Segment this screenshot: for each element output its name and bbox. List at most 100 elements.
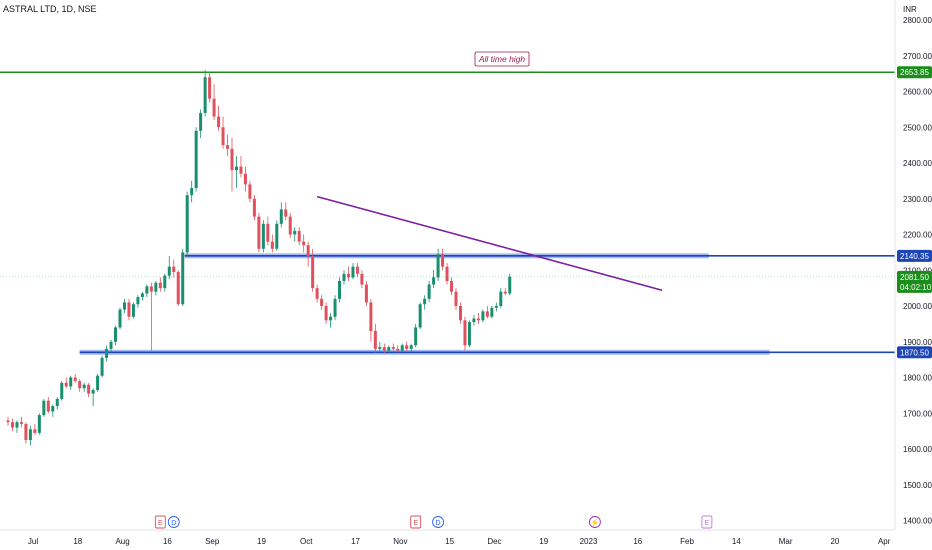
candle-body <box>131 304 135 317</box>
candle-body <box>494 306 498 308</box>
candle-body <box>311 255 315 289</box>
candle-body <box>387 347 391 351</box>
candle-body <box>105 348 109 358</box>
candle-body <box>396 348 400 351</box>
candle-body <box>46 400 50 412</box>
candle-body <box>145 286 149 294</box>
candle-body <box>490 307 494 317</box>
candle-body <box>338 280 342 299</box>
candle-body <box>96 375 100 391</box>
candle-body <box>217 116 221 128</box>
candle-body <box>257 216 261 249</box>
candle-body <box>140 293 144 298</box>
candle-body <box>149 286 153 292</box>
candle-body <box>360 273 364 285</box>
price-tick-label: 2400.00 <box>903 159 932 168</box>
candle-body <box>69 377 73 387</box>
candle-body <box>199 112 203 131</box>
candle-body <box>230 148 234 171</box>
candle-body <box>73 377 77 382</box>
candle-body <box>508 276 512 294</box>
candle-body <box>414 327 418 346</box>
candle-body <box>82 384 86 389</box>
candle-body <box>284 209 288 217</box>
candle-body <box>42 400 46 416</box>
candle-body <box>64 382 68 387</box>
candle-body <box>302 241 306 246</box>
time-axis[interactable]: Jul 18 Aug 16 Sep 19 Oct 17 Nov 15 Dec 19 2023 16 Feb 1… <box>0 529 895 546</box>
candle-body <box>463 320 467 346</box>
level-tag-resistance <box>897 249 932 262</box>
candle-body <box>10 422 14 428</box>
candle-body <box>423 298 427 305</box>
candle-body <box>315 288 319 299</box>
candle-body <box>221 127 225 146</box>
event-marker-label: ⚡ <box>591 518 600 527</box>
candle-body <box>275 223 279 249</box>
candle-body <box>28 429 32 441</box>
price-axis[interactable]: INR 2800.00 2700.00 2600.00 2500.00 2400.00 23… <box>894 0 932 530</box>
candle-body <box>248 184 252 199</box>
price-tick-label: 1900.00 <box>903 338 932 347</box>
candle-body <box>391 347 395 349</box>
candle-body <box>208 77 212 99</box>
candle-body <box>163 275 167 289</box>
time-tick-label: 20 <box>830 537 839 546</box>
candle-body <box>91 390 95 394</box>
candle-body <box>37 415 41 433</box>
candle-body <box>190 188 194 196</box>
price-tick-label: 2700.00 <box>903 52 932 61</box>
candle-body <box>364 284 368 303</box>
candle-body <box>109 341 113 349</box>
time-tick-label: Apr <box>878 537 891 546</box>
candle-body <box>78 381 82 389</box>
candle-body <box>19 422 23 424</box>
candle-body <box>378 347 382 349</box>
price-tick-label: 2500.00 <box>903 123 932 132</box>
level-tag-all-time-high <box>897 66 932 79</box>
level-tag-label: 2140.35 <box>900 252 929 261</box>
candle-body <box>279 209 283 224</box>
level-tag-label: 1870.50 <box>900 348 929 357</box>
candle-body <box>373 331 377 349</box>
price-tick-label: 2200.00 <box>903 231 932 240</box>
candle-body <box>136 297 140 305</box>
drawings: All time high <box>316 51 663 292</box>
candle-body <box>158 282 162 289</box>
candle-body <box>172 266 176 273</box>
time-tick-label: 16 <box>633 537 642 546</box>
event-marker-label: D <box>171 520 176 527</box>
countdown-label: 04:02:10 <box>900 283 932 292</box>
candle-body <box>333 298 337 317</box>
last-price-tag <box>897 270 932 293</box>
candle-body <box>445 266 449 281</box>
candle-body <box>297 230 301 242</box>
last-price-label: 2081.50 <box>900 273 929 282</box>
price-tick-label: 2000.00 <box>903 302 932 311</box>
time-tick-label: Oct <box>300 537 313 546</box>
candle-body <box>427 284 431 299</box>
time-tick-label: Aug <box>115 537 129 546</box>
time-tick-label: 2023 <box>580 537 598 546</box>
candle-body <box>226 145 230 149</box>
candle-body <box>293 230 297 235</box>
candle-body <box>176 272 180 305</box>
candle-body <box>400 345 404 351</box>
earnings-marker <box>410 515 422 529</box>
time-tick-label: Sep <box>205 537 220 546</box>
candle-body <box>24 423 28 441</box>
time-tick-label: 19 <box>539 537 548 546</box>
candle-body <box>499 291 503 306</box>
candle-body <box>454 291 458 306</box>
candle-body <box>472 318 476 323</box>
dividend-marker <box>432 516 445 528</box>
time-tick-label: 15 <box>445 537 454 546</box>
candle-body <box>481 311 485 321</box>
candles <box>6 70 512 446</box>
price-tick-label: 2800.00 <box>903 16 932 25</box>
candle-body <box>346 273 350 278</box>
time-tick-label: 16 <box>163 537 172 546</box>
time-tick-label: 19 <box>257 537 266 546</box>
candle-body <box>261 223 265 249</box>
